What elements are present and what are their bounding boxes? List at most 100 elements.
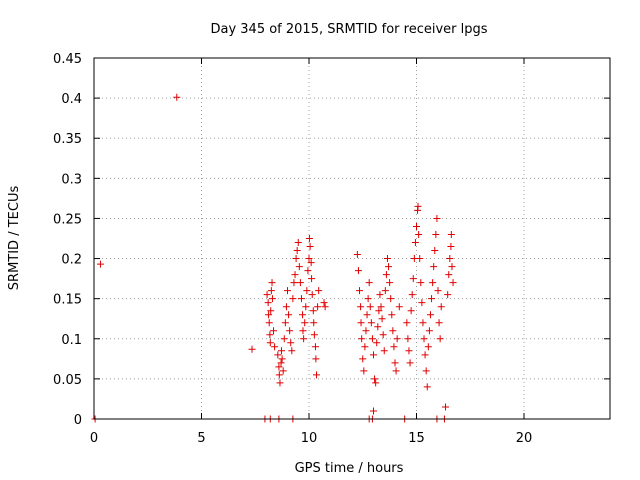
data-point bbox=[411, 239, 419, 247]
data-point bbox=[357, 303, 365, 311]
data-point bbox=[426, 311, 434, 319]
data-point bbox=[444, 291, 452, 299]
data-point bbox=[356, 287, 364, 295]
data-point bbox=[296, 279, 304, 287]
data-point bbox=[449, 279, 457, 287]
data-point bbox=[268, 295, 276, 303]
data-point bbox=[419, 319, 427, 327]
data-point bbox=[425, 327, 433, 335]
data-point bbox=[309, 307, 317, 315]
plot-frame bbox=[93, 57, 611, 420]
data-point bbox=[281, 319, 289, 327]
data-point bbox=[295, 263, 303, 271]
data-point bbox=[265, 311, 273, 319]
data-point bbox=[310, 319, 318, 327]
data-point bbox=[413, 222, 420, 230]
data-point bbox=[288, 347, 296, 355]
data-point bbox=[376, 291, 384, 299]
data-point bbox=[445, 271, 453, 279]
data-point bbox=[267, 287, 275, 295]
data-point bbox=[381, 287, 389, 295]
data-point bbox=[406, 359, 414, 367]
data-point bbox=[434, 287, 442, 295]
data-point bbox=[416, 255, 424, 263]
data-point bbox=[308, 275, 316, 283]
tick-labels-layer: 0 0.05 0.1 0.15 0.2 0.25 0.3 0.35 0.4 0.45 0 5 10 15 2… bbox=[53, 52, 532, 446]
data-point bbox=[268, 279, 276, 287]
data-point bbox=[437, 303, 445, 311]
data-point bbox=[363, 311, 371, 319]
data-point bbox=[373, 339, 381, 347]
data-point bbox=[359, 355, 367, 363]
data-point bbox=[391, 359, 399, 367]
data-point bbox=[263, 291, 271, 299]
data-point bbox=[286, 327, 294, 335]
data-point bbox=[393, 335, 401, 343]
x-axis-label: GPS time / hours bbox=[295, 461, 404, 476]
data-point bbox=[353, 251, 361, 259]
chart-title: Day 345 of 2015, SRMTID for receiver lpg… bbox=[210, 22, 487, 37]
data-point bbox=[422, 367, 430, 375]
data-point bbox=[395, 303, 403, 311]
data-point bbox=[314, 303, 322, 311]
data-point bbox=[282, 303, 290, 311]
data-point bbox=[300, 335, 308, 343]
data-point bbox=[280, 335, 288, 343]
data-point bbox=[305, 235, 313, 242]
data-point bbox=[278, 355, 286, 363]
data-point bbox=[431, 247, 439, 255]
data-point bbox=[404, 335, 412, 343]
data-point bbox=[403, 319, 411, 327]
data-point bbox=[267, 307, 275, 315]
data-point bbox=[271, 343, 279, 351]
x-tick-label: 15 bbox=[408, 431, 425, 446]
y-tick-label: 0.15 bbox=[53, 293, 82, 308]
data-point bbox=[379, 331, 387, 339]
y-tick-label: 0.1 bbox=[61, 333, 82, 348]
data-point bbox=[290, 279, 298, 287]
data-point bbox=[424, 343, 432, 351]
data-point bbox=[358, 335, 366, 343]
data-point bbox=[360, 367, 368, 375]
x-tick-label: 10 bbox=[301, 431, 318, 446]
data-point bbox=[299, 327, 307, 335]
data-point bbox=[297, 295, 305, 303]
data-point bbox=[265, 319, 273, 327]
data-point bbox=[304, 267, 312, 275]
data-point bbox=[266, 339, 274, 347]
data-point bbox=[378, 315, 386, 323]
data-point bbox=[446, 255, 454, 263]
data-point bbox=[380, 347, 388, 355]
data-point bbox=[377, 303, 385, 311]
data-point bbox=[405, 347, 413, 355]
data-point bbox=[408, 291, 416, 299]
data-point bbox=[357, 319, 365, 327]
data-point bbox=[371, 375, 379, 383]
y-tick-label: 0.45 bbox=[53, 52, 82, 67]
data-point bbox=[409, 275, 417, 283]
data-point bbox=[310, 331, 318, 339]
data-point bbox=[308, 291, 316, 299]
y-tick-label: 0.35 bbox=[53, 132, 82, 147]
ticks-layer bbox=[93, 57, 610, 420]
data-point bbox=[433, 214, 441, 222]
data-point bbox=[313, 371, 321, 379]
x-tick-label: 20 bbox=[516, 431, 533, 446]
data-point bbox=[264, 299, 272, 307]
data-point bbox=[320, 299, 328, 307]
data-point bbox=[173, 93, 181, 101]
y-tick-label: 0.3 bbox=[61, 172, 82, 187]
data-point bbox=[321, 303, 329, 311]
data-point bbox=[428, 295, 436, 303]
data-point bbox=[292, 255, 300, 263]
data-point bbox=[372, 379, 380, 387]
data-point bbox=[392, 367, 400, 375]
data-point bbox=[430, 263, 438, 271]
data-point bbox=[287, 339, 295, 347]
data-point bbox=[315, 287, 323, 295]
data-point bbox=[294, 239, 302, 247]
data-point bbox=[418, 299, 426, 307]
y-tick-label: 0.2 bbox=[61, 253, 82, 268]
data-point bbox=[270, 327, 278, 335]
x-tick-label: 5 bbox=[197, 431, 205, 446]
